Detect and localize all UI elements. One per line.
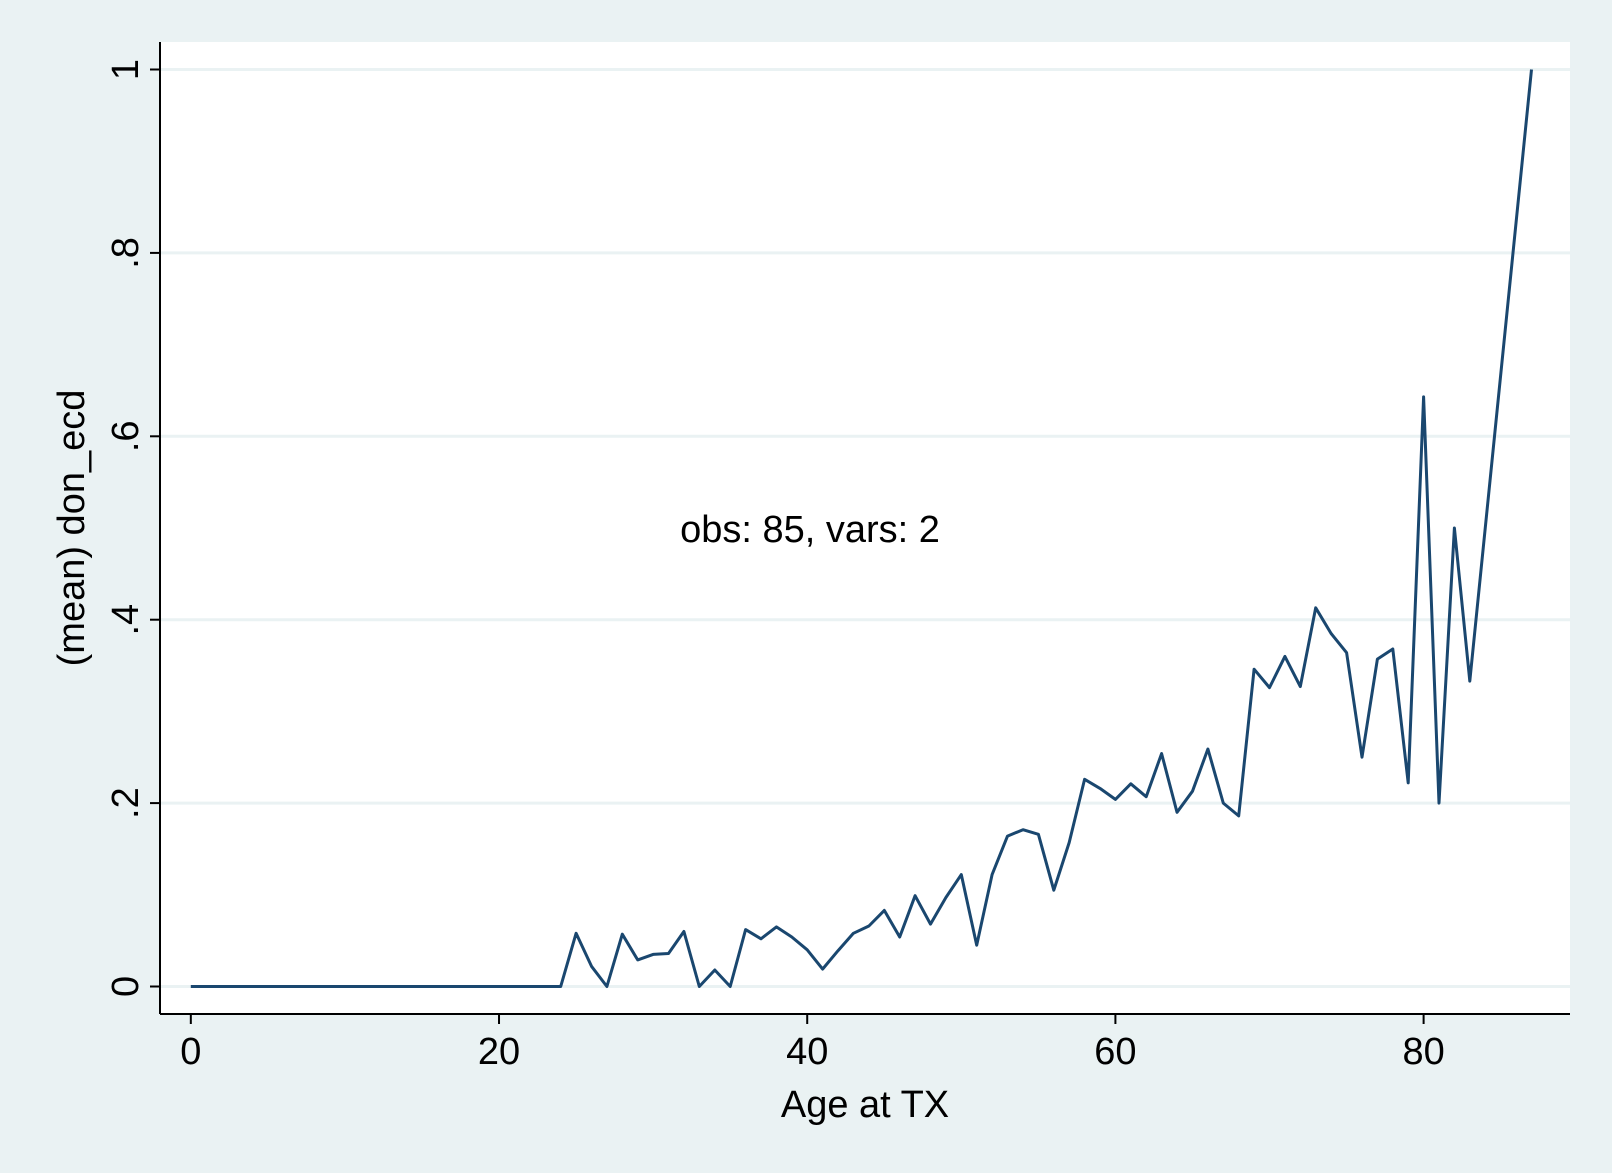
- x-tick-label: 0: [180, 1031, 201, 1073]
- x-axis-label: Age at TX: [781, 1084, 949, 1126]
- axis-ticks: 0 .2 .4 .6 .8 1 0 20 40 60 80: [105, 59, 1445, 1073]
- y-tick-label: 0: [105, 976, 147, 997]
- series-line: [190, 69, 1533, 988]
- y-tick-label: 1: [105, 59, 147, 80]
- y-tick-label: .2: [105, 787, 147, 819]
- plot-area: [160, 42, 1570, 1014]
- y-tick-label: .4: [105, 604, 147, 636]
- x-tick-label: 40: [786, 1031, 828, 1073]
- y-tick-label: .6: [105, 420, 147, 452]
- x-tick-label: 80: [1402, 1031, 1444, 1073]
- y-axis-label: (mean) don_ecd: [51, 390, 93, 667]
- annotation-text: obs: 85, vars: 2: [680, 509, 940, 551]
- x-tick-label: 20: [478, 1031, 520, 1073]
- x-tick-label: 60: [1094, 1031, 1136, 1073]
- y-tick-label: .8: [105, 237, 147, 269]
